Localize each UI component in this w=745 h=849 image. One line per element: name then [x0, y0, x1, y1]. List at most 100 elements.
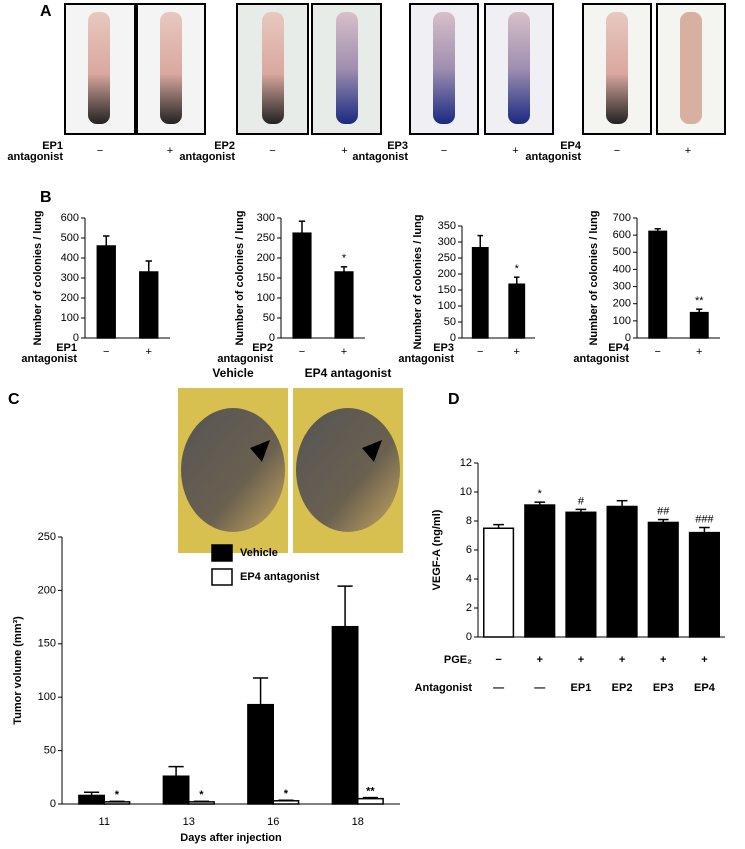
bar: [524, 504, 556, 638]
y-tick-label: 0: [50, 798, 56, 810]
y-tick-label: 300: [257, 212, 275, 224]
y-tick-label: 12: [460, 457, 472, 469]
y-tick-label: 300: [61, 272, 79, 284]
x-tick-label: +: [341, 346, 347, 358]
bone-category: −: [614, 145, 620, 157]
bar: [606, 505, 638, 638]
significance: *: [284, 788, 289, 800]
row-value: EP3: [653, 682, 674, 694]
y-tick-label: 250: [438, 252, 456, 264]
row-value: EP2: [612, 682, 633, 694]
bone-label: antagonist: [525, 151, 581, 163]
y-tick-label: 2: [466, 602, 472, 614]
y-tick-label: 700: [613, 212, 631, 224]
y-tick-label: 250: [38, 531, 56, 543]
x-axis-label: EP1: [56, 342, 77, 354]
row-value: +: [619, 654, 625, 666]
bar: [78, 794, 106, 805]
significance: *: [515, 263, 520, 275]
y-tick-label: 300: [613, 280, 631, 292]
x-tick-label: 13: [183, 816, 195, 828]
bar: [483, 527, 515, 638]
y-tick-label: 50: [263, 312, 275, 324]
y-tick-label: 0: [450, 332, 456, 344]
bone-photos: [64, 3, 726, 135]
legend-swatch: [211, 544, 233, 562]
y-tick-label: 300: [438, 236, 456, 248]
significance: ##: [657, 505, 670, 517]
row-value: —: [493, 682, 504, 694]
y-tick-label: 100: [61, 312, 79, 324]
bone-label: EP4: [560, 140, 582, 152]
significance: **: [695, 295, 704, 307]
x-axis-label: antagonist: [217, 353, 273, 365]
y-axis-label: Tumor volume (mm³): [12, 616, 24, 725]
bar: [96, 245, 116, 339]
y-tick-label: 200: [438, 268, 456, 280]
bone-category: −: [441, 145, 447, 157]
x-tick-label: 16: [267, 816, 279, 828]
y-tick-label: 200: [613, 298, 631, 310]
x-tick-label: −: [299, 346, 305, 358]
y-tick-label: 150: [38, 638, 56, 650]
x-axis-label: EP3: [433, 342, 454, 354]
panel-label: B: [40, 189, 52, 206]
y-tick-label: 100: [613, 315, 631, 327]
bone-category: +: [341, 145, 347, 157]
y-tick-label: 600: [61, 212, 79, 224]
bone-label: antagonist: [352, 151, 408, 163]
y-tick-label: 350: [438, 220, 456, 232]
bone-category: +: [167, 145, 173, 157]
y-tick-label: 0: [625, 332, 631, 344]
bar: [292, 232, 312, 339]
bar: [648, 230, 668, 339]
bone-label: EP2: [214, 140, 235, 152]
y-tick-label: 400: [61, 252, 79, 264]
y-tick-label: 100: [38, 691, 56, 703]
y-tick-label: 0: [73, 332, 79, 344]
x-tick-label: +: [696, 346, 702, 358]
y-tick-label: 400: [613, 263, 631, 275]
y-axis-label: Number of colonies / lung: [588, 210, 600, 345]
y-tick-label: 200: [38, 584, 56, 596]
y-axis-label: Number of colonies / lung: [412, 214, 424, 349]
bar: [688, 531, 720, 638]
bar: [162, 775, 190, 805]
significance: *: [538, 488, 543, 500]
bar: [334, 271, 354, 339]
y-tick-label: 200: [61, 292, 79, 304]
x-tick-label: 11: [99, 816, 110, 828]
y-tick-label: 8: [466, 515, 472, 527]
y-tick-label: 100: [438, 300, 456, 312]
row-value: −: [495, 654, 501, 666]
x-axis-label: antagonist: [573, 353, 629, 365]
row-value: EP1: [571, 682, 592, 694]
x-tick-label: −: [655, 346, 661, 358]
row-value: +: [660, 654, 666, 666]
legend-swatch: [211, 568, 233, 586]
x-tick-label: −: [477, 346, 483, 358]
x-tick-label: +: [146, 346, 152, 358]
legend-label: EP4 antagonist: [240, 571, 320, 583]
bar: [565, 511, 597, 638]
row-value: —: [534, 682, 545, 694]
bone-label: antagonist: [7, 151, 63, 163]
y-tick-label: 200: [257, 252, 275, 264]
y-axis-label: Number of colonies / lung: [32, 210, 44, 345]
photo-label: EP4 antagonist: [305, 366, 392, 380]
significance: *: [199, 789, 204, 801]
significance: #: [578, 495, 585, 507]
bone-category: −: [269, 145, 275, 157]
row-label: Antagonist: [415, 682, 473, 694]
bone-label: EP1: [42, 140, 63, 152]
x-tick-label: −: [103, 346, 109, 358]
photo-label: Vehicle: [212, 366, 254, 380]
bar: [247, 703, 274, 805]
bar: [331, 625, 359, 805]
bone-label: antagonist: [179, 151, 235, 163]
mouse-photos: [178, 388, 403, 553]
panel-label: D: [448, 391, 460, 408]
bar: [139, 271, 159, 339]
x-axis-label: antagonist: [398, 353, 454, 365]
y-tick-label: 150: [257, 272, 275, 284]
